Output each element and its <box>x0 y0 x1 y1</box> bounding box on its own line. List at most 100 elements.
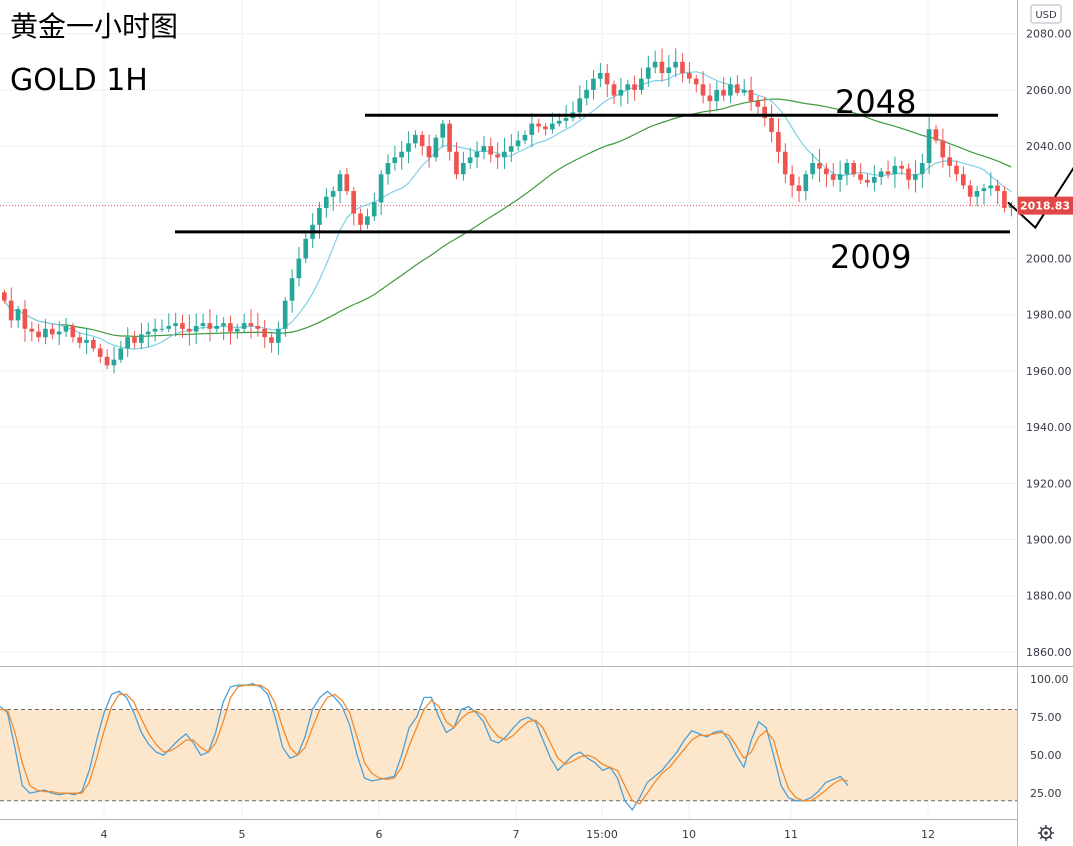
candle-body <box>830 174 836 180</box>
candle-body <box>536 123 541 127</box>
candle-body <box>844 162 850 175</box>
candle-body <box>639 78 644 90</box>
price-axis[interactable]: 2080.002060.002040.002020.002000.001980.… <box>1026 28 1072 659</box>
candle-body <box>481 146 487 152</box>
candle-body <box>378 174 384 203</box>
last-price-badge <box>1018 196 1073 215</box>
candle-body <box>645 67 651 79</box>
candle-body <box>837 174 843 180</box>
stochastic-tick-label: 75.00 <box>1030 711 1062 724</box>
candle-body <box>995 185 1000 192</box>
stochastic-tick-label: 50.00 <box>1030 749 1062 762</box>
support-level-label: 2009 <box>830 238 911 276</box>
candle-body <box>796 185 802 192</box>
candle-body <box>906 168 911 180</box>
stochastic-tick-label: 25.00 <box>1030 787 1062 800</box>
candle-body <box>967 185 973 197</box>
currency-label: USD <box>1035 10 1057 21</box>
time-tick-label: 4 <box>101 828 108 841</box>
candle-body <box>454 151 459 175</box>
candle-body <box>933 129 939 141</box>
time-axis[interactable]: 4 5 6 7 15:00 10 11 12 <box>101 828 936 841</box>
candle-body <box>899 165 904 169</box>
candle-body <box>707 95 713 102</box>
price-tick-label: 1880.00 <box>1026 590 1072 603</box>
price-tick-label: 1940.00 <box>1026 421 1072 434</box>
candle-body <box>303 238 309 259</box>
stochastic-axis[interactable]: 100.00 75.00 50.00 25.00 <box>1030 673 1069 800</box>
candle-body <box>913 174 918 180</box>
candle-body <box>344 174 350 192</box>
candle-body <box>241 323 247 329</box>
chart-subtitle: GOLD 1H <box>10 63 148 98</box>
candle-body <box>508 146 514 152</box>
candle-body <box>515 140 521 147</box>
candle-body <box>597 73 603 79</box>
candle-body <box>522 134 528 141</box>
candle-body <box>392 157 398 163</box>
candle-body <box>550 123 555 130</box>
candle-body <box>892 165 898 175</box>
candle-body <box>721 89 726 96</box>
candle-body <box>186 328 192 332</box>
candle-body <box>563 118 569 121</box>
candle-body <box>221 323 226 326</box>
gear-icon[interactable] <box>1038 825 1054 841</box>
candle-body <box>29 328 35 332</box>
candle-body <box>604 73 610 85</box>
candle-body <box>447 123 452 152</box>
currency-box[interactable] <box>1030 4 1062 24</box>
candle-body <box>97 348 103 357</box>
candle-body <box>289 278 295 301</box>
last-price-label: 2018.83 <box>1020 200 1070 213</box>
candle-body <box>317 207 322 225</box>
candle-body <box>15 309 21 321</box>
price-tick-label: 1960.00 <box>1026 365 1072 378</box>
candle-body <box>152 328 158 332</box>
candle-body <box>741 89 747 93</box>
candle-body <box>810 162 815 175</box>
price-tick-label: 2060.00 <box>1026 84 1072 97</box>
candles <box>2 48 1014 374</box>
candle-body <box>337 174 343 192</box>
candle-body <box>413 134 418 144</box>
candle-body <box>734 84 740 93</box>
candle-body <box>885 171 891 175</box>
candle-body <box>385 162 391 175</box>
candle-body <box>926 129 932 163</box>
candle-body <box>70 325 76 338</box>
price-tick-label: 2080.00 <box>1026 28 1072 41</box>
price-tick-label: 1920.00 <box>1026 477 1072 490</box>
candle-body <box>193 325 199 332</box>
candle-body <box>91 340 96 349</box>
candle-body <box>625 84 630 90</box>
candle-body <box>234 328 240 332</box>
candle-body <box>680 61 685 74</box>
candle-body <box>673 61 678 68</box>
candle-body <box>440 123 446 138</box>
candle-body <box>782 151 788 175</box>
candle-body <box>125 337 130 349</box>
candle-body <box>173 323 178 326</box>
candle-body <box>755 101 761 107</box>
candle-body <box>543 126 548 130</box>
candle-body <box>56 331 62 335</box>
price-tick-label: 1860.00 <box>1026 646 1072 659</box>
candle-body <box>351 191 356 214</box>
candle-body <box>248 323 254 326</box>
candle-body <box>748 89 754 102</box>
candle-body <box>700 84 706 96</box>
candle-body <box>200 323 206 326</box>
moving-averages <box>3 71 1012 350</box>
candle-body <box>358 213 363 225</box>
candle-body <box>330 191 336 197</box>
time-tick-label: 7 <box>513 828 520 841</box>
support-resistance-lines <box>175 113 1073 234</box>
candle-body <box>693 78 699 85</box>
candle-body <box>687 73 692 79</box>
candle-body <box>406 143 411 152</box>
time-tick-label: 5 <box>239 828 246 841</box>
candle-body <box>323 196 329 208</box>
candle-body <box>858 174 863 180</box>
